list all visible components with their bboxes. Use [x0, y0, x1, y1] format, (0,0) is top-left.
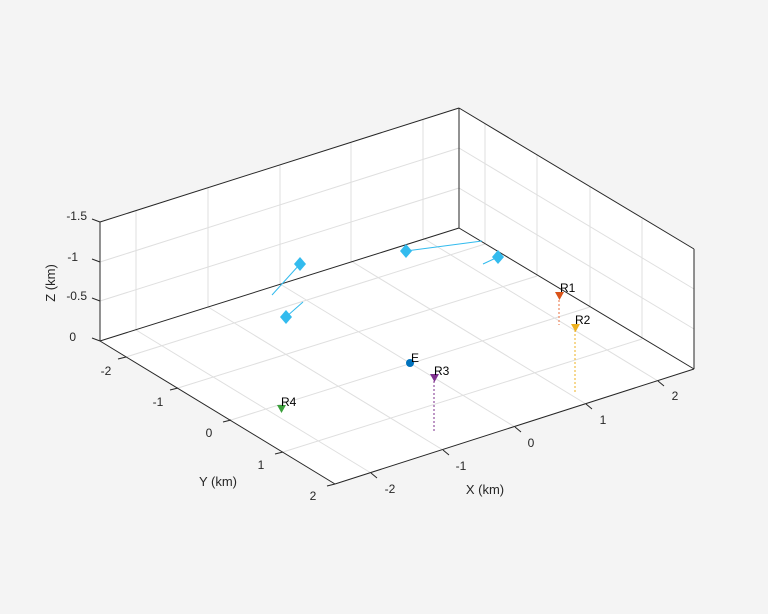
svg-text:1: 1 — [600, 413, 607, 427]
r3-triangle-icon — [430, 374, 439, 382]
svg-text:0: 0 — [206, 426, 213, 440]
y-tick-labels: -2 -1 0 1 2 — [101, 364, 317, 503]
x-tick-labels: -2 -1 0 1 2 — [385, 389, 679, 496]
svg-text:0: 0 — [69, 330, 76, 344]
svg-text:-1: -1 — [67, 250, 78, 264]
target-diamond-icon — [492, 250, 504, 264]
target-markers — [280, 244, 504, 324]
svg-text:R4: R4 — [281, 395, 297, 409]
annotations: E R1 R2 R3 R4 — [281, 281, 591, 409]
svg-text:R1: R1 — [560, 281, 576, 295]
tick-marks — [91, 218, 665, 487]
svg-text:-1.5: -1.5 — [66, 209, 87, 223]
target-diamond-icon — [400, 244, 412, 258]
svg-text:0: 0 — [528, 436, 535, 450]
grid-lines — [99, 119, 695, 474]
target-diamond-icon — [280, 310, 292, 324]
svg-text:E: E — [411, 351, 419, 365]
z-axis-label: Z (km) — [43, 264, 58, 302]
x-axis-label: X (km) — [466, 482, 504, 497]
y-axis-label: Y (km) — [199, 474, 237, 489]
svg-text:-1: -1 — [456, 459, 467, 473]
svg-text:R3: R3 — [434, 364, 450, 378]
svg-text:-2: -2 — [101, 364, 112, 378]
axes-box — [99, 107, 695, 485]
svg-text:-1: -1 — [153, 395, 164, 409]
svg-text:1: 1 — [258, 458, 265, 472]
z-tick-labels: -1.5 -1 -0.5 0 — [66, 209, 87, 344]
emitter-circle-icon — [406, 359, 414, 367]
svg-text:R2: R2 — [575, 313, 591, 327]
r1-triangle-icon — [555, 292, 564, 300]
svg-text:2: 2 — [672, 389, 679, 403]
svg-text:-2: -2 — [385, 482, 396, 496]
r2-triangle-icon — [571, 324, 580, 332]
back-pane-xz — [459, 108, 694, 369]
floor-pane — [100, 228, 694, 484]
svg-text:2: 2 — [310, 489, 317, 503]
svg-text:-0.5: -0.5 — [66, 289, 87, 303]
target-diamond-icon — [294, 257, 306, 271]
r4-triangle-icon — [277, 405, 286, 413]
